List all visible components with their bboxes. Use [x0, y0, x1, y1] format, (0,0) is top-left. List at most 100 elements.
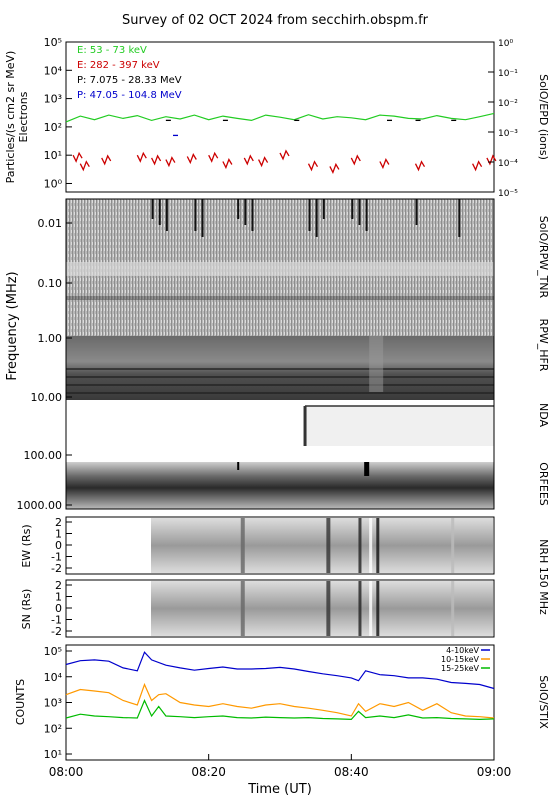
nrh-sn-ticks-label: 2	[55, 579, 62, 592]
epd-point-e282-397	[350, 154, 361, 166]
nda-start-line	[303, 406, 307, 446]
epd-point-e282-397	[72, 151, 83, 163]
time-tick-label: 08:20	[191, 765, 226, 779]
epd-legend-entry: P: 47.05 - 104.8 MeV	[77, 90, 182, 101]
time-tick-label: 08:40	[334, 765, 369, 779]
nrh-ew-features-stripe	[376, 518, 380, 573]
radio-tick-label: 1000.00	[17, 499, 63, 512]
time-tick-label: 08:00	[49, 765, 84, 779]
stix-frame	[65, 644, 495, 761]
epd-left-tick-label: 10²	[44, 121, 62, 134]
epd-point-e282-397	[136, 151, 147, 163]
stix-legend-text: 4-10keV	[446, 646, 479, 655]
epd-point-e282-397	[151, 154, 162, 166]
radio-tick-label: 0.10	[38, 277, 63, 290]
tnr-burst-mark	[358, 199, 361, 225]
epd-point-e282-397	[208, 151, 219, 163]
epd-legend-entry: E: 53 - 73 keV	[77, 45, 147, 56]
tnr-burst-mark	[415, 199, 418, 225]
radio-ylabel: Frequency (MHz)	[5, 271, 20, 380]
nda-label: NDA	[537, 403, 550, 428]
nrh-ew-ticks-label: 2	[55, 516, 62, 529]
nrh-sn-features-stripe	[326, 581, 331, 636]
nrh-sn-features-stripe	[358, 581, 362, 636]
nrh-sn-ticks-label: 0	[55, 602, 62, 615]
epd-point-e282-397	[222, 158, 233, 170]
stix-ylabel: COUNTS	[14, 679, 27, 725]
nrh-ew-ticks-label: 1	[55, 528, 62, 541]
epd-point-e282-397	[79, 160, 90, 172]
radio-frame	[65, 198, 495, 510]
orfees-burst	[237, 462, 240, 470]
time-tick-label: 09:00	[477, 765, 512, 779]
tnr-burst-mark	[201, 199, 204, 237]
radio-panel: 0.01 0.10 1.00 10.00 100.00 1000.00 Frequency…	[5, 198, 550, 512]
orfees-label: ORFEES	[537, 462, 550, 506]
stix-tick-label: 10⁴	[44, 671, 63, 684]
tnr-burst-mark	[251, 199, 254, 231]
nrh-ew-features-stripe	[369, 518, 373, 573]
epd-point-e282-397	[307, 160, 319, 172]
radio-tick-label: 10.00	[31, 391, 63, 404]
stix-tick-label: 10⁵	[44, 645, 62, 658]
nrh-sn-features-stripe	[451, 581, 455, 636]
nrh-sn-features-stripe	[369, 581, 373, 636]
hfr-band	[66, 384, 494, 386]
epd-point-e282-397	[258, 156, 269, 168]
epd-left-tick-label: 10⁴	[44, 64, 63, 77]
stix-legend-text: 15-25keV	[441, 664, 480, 673]
nrh-sn-ticks-label: -1	[51, 614, 62, 627]
time-axis-label: Time (UT)	[247, 782, 312, 797]
hfr-label: RPW_HFR	[537, 319, 550, 372]
nrh-sn-panel: 210-1-2 SN (Rs) NRH 150 MHz	[20, 539, 550, 638]
nda-data	[304, 406, 494, 446]
orfees-burst	[364, 462, 370, 476]
epd-point-e282-397	[101, 154, 112, 166]
epd-left-tick-label: 10¹	[44, 149, 62, 162]
epd-right-tick-label: 10⁰	[498, 39, 513, 49]
hfr-band	[66, 368, 494, 370]
tnr-burst-mark	[194, 199, 197, 231]
epd-left-tick-label: 10³	[44, 93, 62, 106]
nrh-ew-image	[151, 518, 493, 573]
epd-right-tick-label: 10⁻³	[498, 129, 518, 139]
orfees-spectrogram	[66, 462, 494, 509]
epd-point-e282-397	[279, 149, 290, 161]
nrh-ew-ticks-label: -1	[51, 551, 62, 564]
epd-point-e282-397	[186, 153, 197, 165]
tnr-band	[66, 296, 494, 300]
stix-legend-text: 10-15keV	[441, 655, 480, 664]
nrh-ew-label: EW (Rs)	[20, 524, 33, 567]
tnr-burst-mark	[365, 199, 368, 231]
epd-right-label: SolO/EPD (ions)	[537, 74, 550, 160]
tnr-burst-mark	[308, 199, 311, 231]
epd-panel: 10⁰ 10¹ 10² 10³ 10⁴ 10⁵ 10⁻⁵ 10⁻⁴ 10⁻³ 10⁻² 10⁻¹ 1…	[4, 36, 550, 199]
nrh-ew-features-stripe	[358, 518, 362, 573]
stix-tick-label: 10²	[44, 722, 62, 735]
tnr-burst-mark	[315, 199, 318, 237]
epd-point-e282-397	[379, 158, 390, 170]
nrh-ew-ticks-label: 0	[55, 539, 62, 552]
nrh-sn-ticks-label: 1	[55, 591, 62, 604]
epd-right-tick-label: 10⁻²	[498, 99, 518, 109]
epd-point-e282-397	[472, 160, 483, 172]
hfr-band	[66, 376, 494, 378]
nrh-ew-features-stripe	[326, 518, 331, 573]
figure-title: Survey of 02 OCT 2024 from secchirh.obsp…	[122, 13, 429, 28]
tnr-burst-mark	[322, 199, 325, 219]
tnr-label: SolO/RPW_TNR	[537, 216, 550, 299]
epd-legend-entry: P: 7.075 - 28.33 MeV	[77, 75, 182, 86]
nrh-sn-features-stripe	[376, 581, 380, 636]
tnr-burst-mark	[237, 199, 240, 219]
tnr-burst-mark	[158, 199, 161, 225]
stix-series-line	[65, 698, 495, 721]
epd-point-e282-397	[165, 156, 176, 168]
stix-series-line	[65, 682, 495, 719]
nrh-ew-features-stripe	[240, 518, 245, 573]
nrh-sn-label: SN (Rs)	[20, 589, 33, 630]
radio-tick-label: 1.00	[38, 332, 63, 345]
stix-series-line	[65, 651, 495, 690]
stix-right-label: SolO/STIX	[537, 675, 550, 729]
nrh-sn-ticks-label: -2	[51, 625, 62, 638]
